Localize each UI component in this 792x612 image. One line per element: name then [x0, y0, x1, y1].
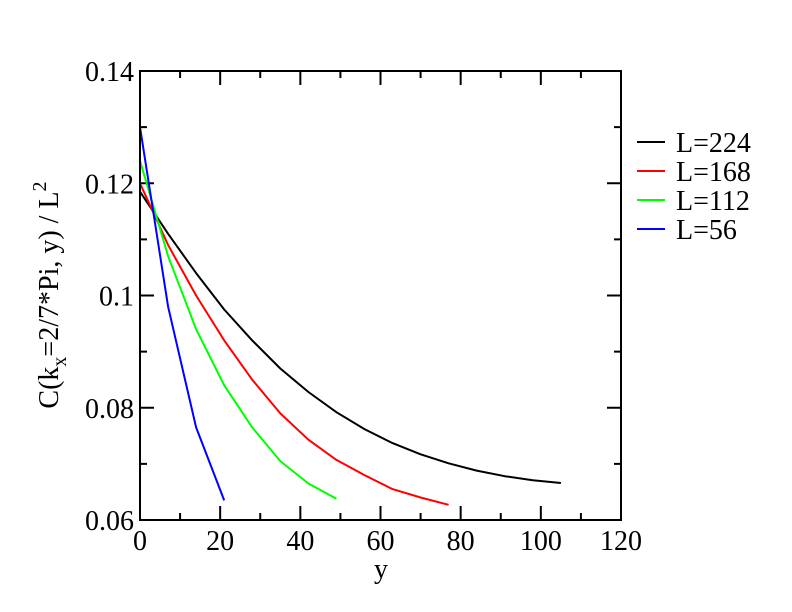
- series-line-2: [139, 160, 337, 500]
- y-tick-labels: 0.06 0.08 0.1 0.12 0.14: [85, 57, 134, 537]
- x-tick-label: 60: [367, 526, 395, 557]
- series-line-1: [139, 182, 449, 506]
- x-tick-label: 0: [133, 526, 147, 557]
- x-tick-label: 40: [286, 526, 314, 557]
- y-tick-label: 0.14: [85, 57, 134, 88]
- y-axis-title-prefix: C(k: [34, 367, 65, 409]
- y-tick-label: 0.08: [85, 394, 134, 425]
- y-tick-label: 0.06: [85, 506, 134, 537]
- y-axis-title-subscript: x: [49, 357, 71, 367]
- x-tick-label: 20: [206, 526, 234, 557]
- x-tick-label: 100: [520, 526, 562, 557]
- x-tick-label: 120: [600, 526, 642, 557]
- series-lines: [139, 126, 561, 506]
- y-tick-label: 0.12: [85, 169, 134, 200]
- x-axis-title: y: [374, 554, 388, 585]
- legend-label: L=112: [676, 186, 750, 217]
- x-tick-label: 80: [447, 526, 475, 557]
- y-tick-label: 0.1: [99, 282, 134, 313]
- legend-label: L=56: [676, 215, 737, 246]
- x-tick-labels: 0 20 40 60 80 100 120: [133, 526, 642, 557]
- plot-frame: [139, 70, 622, 521]
- legend-label: L=224: [676, 128, 751, 159]
- series-line-0: [139, 191, 561, 484]
- y-axis-title-middle: =2/7*Pi, y) / L: [34, 191, 65, 356]
- y-axis-title-superscript: 2: [29, 181, 51, 191]
- legend-label: L=168: [676, 157, 751, 188]
- series-line-3: [139, 126, 226, 501]
- y-axis-title: C(kx=2/7*Pi, y) / L2: [29, 181, 71, 408]
